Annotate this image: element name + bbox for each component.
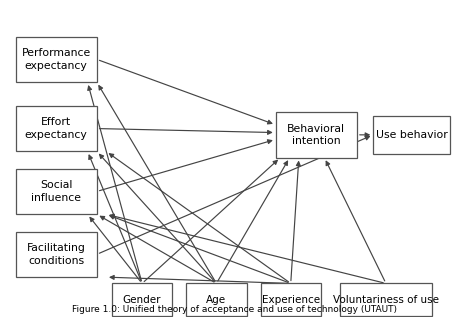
Text: Gender: Gender — [123, 295, 161, 305]
FancyBboxPatch shape — [16, 36, 97, 82]
Text: Effort
expectancy: Effort expectancy — [25, 117, 87, 140]
FancyBboxPatch shape — [16, 106, 97, 151]
Text: Age: Age — [206, 295, 227, 305]
Text: Experience: Experience — [262, 295, 320, 305]
Text: Social
influence: Social influence — [31, 180, 81, 203]
Text: Behavioral
intention: Behavioral intention — [287, 124, 345, 146]
FancyBboxPatch shape — [339, 284, 432, 316]
Text: Voluntariness of use: Voluntariness of use — [333, 295, 439, 305]
Text: Performance
expectancy: Performance expectancy — [22, 48, 91, 71]
FancyBboxPatch shape — [373, 116, 450, 154]
FancyBboxPatch shape — [16, 232, 97, 277]
FancyBboxPatch shape — [186, 284, 247, 316]
FancyBboxPatch shape — [275, 112, 357, 158]
FancyBboxPatch shape — [260, 284, 321, 316]
Text: Figure 1.0: Unified theory of acceptance and use of technology (UTAUT): Figure 1.0: Unified theory of acceptance… — [72, 305, 398, 314]
FancyBboxPatch shape — [16, 169, 97, 214]
FancyBboxPatch shape — [112, 284, 172, 316]
Text: Facilitating
conditions: Facilitating conditions — [27, 243, 86, 266]
Text: Use behavior: Use behavior — [376, 130, 447, 140]
